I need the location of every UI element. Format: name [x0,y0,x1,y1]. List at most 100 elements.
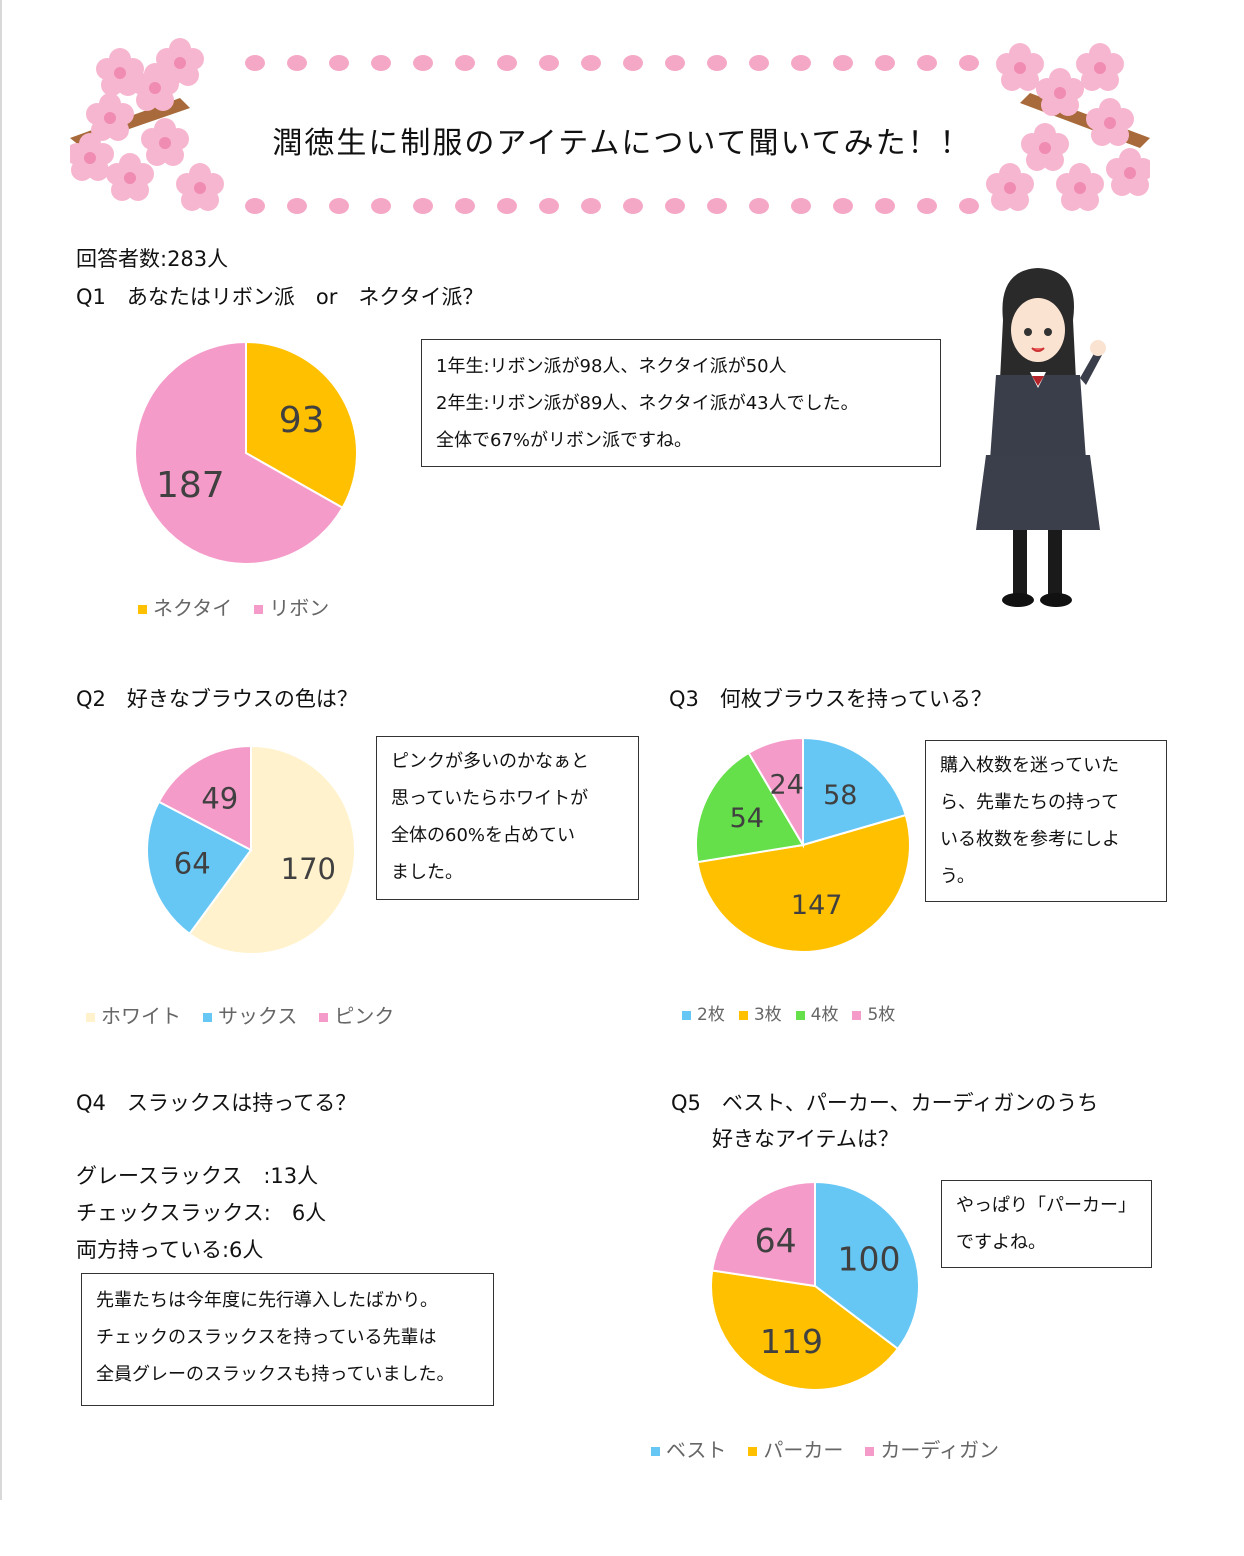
pie-slice-q5-1 [710,1269,900,1391]
petal-decoration [665,55,685,71]
legend-swatch [138,605,147,614]
pie-slice-q3-0 [802,736,907,847]
q5-question-line1: Q5 ベスト、パーカー、カーディガンのうち [671,1091,1099,1115]
legend-entry-q1-1: リボン [254,592,329,621]
pie-data-label-q1-1: 187 [156,465,225,506]
petal-decoration [371,198,391,214]
q4-answer-check: チェックスラックス: 6人 [76,1201,327,1225]
petal-decoration [581,55,601,71]
legend-swatch [795,1010,805,1020]
petal-decoration [287,55,307,71]
q1-note-line: 1年生:リボン派が98人、ネクタイ派が50人 [436,356,787,377]
legend-label: ホワイト [101,1004,181,1028]
pie-slice-q3-2 [695,751,805,864]
petal-decoration [413,198,433,214]
q4-answer-both: 両方持っている:6人 [76,1238,264,1262]
legend-swatch [203,1013,212,1022]
legend-label: 3枚 [753,1005,782,1025]
petal-decoration [287,198,307,214]
petal-decoration [707,55,727,71]
petal-decoration [791,198,811,214]
pie-data-label-q3-3: 24 [769,770,803,801]
sakura-banner [70,38,1150,214]
page-edge [0,0,2,1500]
pie-slice-q1-0 [245,340,358,510]
q2-note-box: ピンクが多いのかなぁと 思っていたらホワイトが 全体の60%を占めてい ました。 [376,736,639,900]
q4-note-box: 先輩たちは今年度に先行導入したばかり。 チェックのスラックスを持っている先輩は … [81,1273,494,1406]
q3-legend: 2枚 3枚 4枚 5枚 [682,1000,909,1025]
q1-question: Q1 あなたはリボン派 or ネクタイ派？ [76,285,484,309]
petal-decoration [665,198,685,214]
petal-decoration [455,198,475,214]
q1-pie-chart: 93 187 [134,340,358,565]
legend-label: サックス [218,1004,298,1028]
legend-swatch [319,1013,329,1022]
legend-entry-q3-0: 2枚 [682,1000,725,1025]
legend-swatch [86,1013,95,1022]
q3-question: Q3 何枚ブラウスを持っている？ [669,687,992,711]
legend-entry-q2-2: ピンク [319,1000,394,1029]
pie-data-label-q1-0: 93 [279,400,325,441]
pie-data-label-q3-0: 58 [823,780,857,811]
q2-question: Q2 好きなブラウスの色は？ [76,687,358,711]
legend-label: ネクタイ [153,596,233,620]
petal-decoration [623,55,643,71]
petal-decoration [581,198,601,214]
page-title: 潤徳生に制服のアイテムについて聞いてみた！！ [272,126,972,161]
q3-note-line: う。 [940,866,975,887]
pie-data-label-q2-1: 64 [174,847,211,881]
q4-answer-gray: グレースラックス :13人 [76,1164,319,1188]
legend-swatch [254,605,264,614]
petal-decoration [539,198,559,214]
legend-label: ピンク [334,1004,395,1028]
legend-label: ベスト [666,1438,727,1462]
legend-entry-q3-1: 3枚 [738,1000,782,1025]
petal-decoration [329,198,349,214]
q2-note-line: 全体の60%を占めてい [391,825,576,846]
legend-entry-q5-2: カーディガン [865,1434,999,1463]
pie-slice-q5-2 [711,1180,816,1288]
pie-slice-q2-2 [157,744,252,852]
petal-decoration [875,55,895,71]
legend-entry-q3-3: 5枚 [852,1000,895,1025]
q4-note-line: 全員グレーのスラックスも持っていました。 [96,1364,455,1385]
q5-note-line: やっぱり「パーカー」 [956,1195,1136,1216]
pie-slice-q3-1 [696,813,911,953]
legend-label: パーカー [763,1438,844,1462]
q5-note-box: やっぱり「パーカー」 ですよね。 [941,1180,1152,1268]
petal-decoration [245,198,265,214]
q2-note-line: ピンクが多いのかなぁと [391,751,589,772]
legend-swatch [748,1447,758,1456]
petal-decoration [959,55,979,71]
petal-decoration [329,55,349,71]
legend-swatch [852,1010,862,1020]
petal-decoration [245,55,265,71]
petal-decoration [707,198,727,214]
legend-label: 4枚 [810,1005,839,1025]
pie-slice-q3-3 [747,736,804,849]
respondent-count: 回答者数:283人 [76,247,229,271]
q4-question: Q4 スラックスは持ってる？ [76,1091,357,1115]
petal-decoration [497,55,517,71]
pie-data-label-q5-0: 100 [838,1240,901,1279]
q3-note-line: ら、先輩たちの持って [940,792,1120,813]
petal-decoration [749,198,769,214]
q5-legend: ベスト パーカー カーディガン [651,1434,1021,1463]
q2-note-line: 思っていたらホワイトが [391,788,589,809]
petal-decoration [833,55,853,71]
legend-entry-q1-0: ネクタイ [138,592,232,621]
legend-label: 2枚 [697,1005,725,1025]
q3-note-line: 購入枚数を迷っていた [940,755,1120,776]
q1-note-line: 全体で67%がリボン派ですね。 [436,430,693,451]
q4-note-line: 先輩たちは今年度に先行導入したばかり。 [96,1290,438,1311]
petal-decoration [875,198,895,214]
legend-swatch [651,1447,660,1456]
q1-note-box: 1年生:リボン派が98人、ネクタイ派が50人 2年生:リボン派が89人、ネクタイ… [421,339,941,467]
petal-decoration [833,198,853,214]
petal-decoration [623,198,643,214]
pie-slice-q5-0 [814,1180,920,1351]
legend-label: リボン [269,596,330,620]
legend-label: 5枚 [867,1005,896,1025]
legend-entry-q5-1: パーカー [748,1434,843,1463]
